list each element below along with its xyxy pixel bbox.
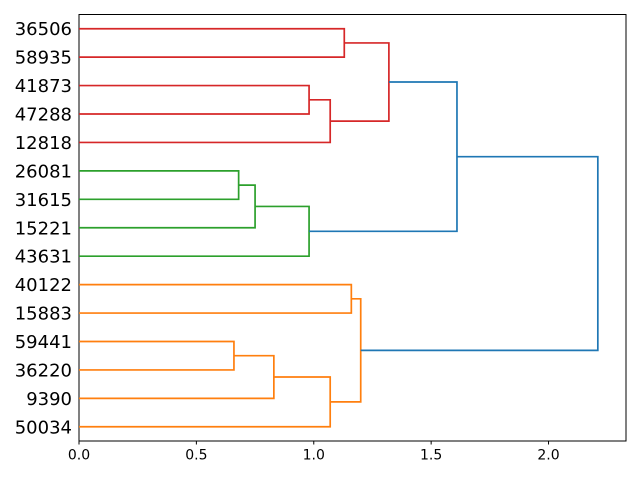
dendrogram-link [79, 205, 310, 258]
dendrogram-link [79, 340, 235, 371]
leaf-label: 41873 [15, 76, 72, 97]
leaf-label: 31615 [15, 190, 72, 211]
leaf-label: 59441 [15, 332, 72, 353]
x-tick-label: 0.0 [68, 448, 90, 464]
dendrogram-link [79, 283, 353, 314]
x-tick-label: 0.5 [185, 448, 207, 464]
dendrogram-link [79, 98, 332, 144]
leaf-label: 36506 [15, 19, 72, 40]
dendrogram-link [79, 170, 240, 201]
leaf-label: 47288 [15, 105, 72, 126]
dendrogram-link [79, 376, 332, 428]
leaf-label: 58935 [15, 48, 72, 69]
dendrogram-link [79, 27, 346, 58]
dendrogram-link [79, 354, 275, 400]
leaf-label: 40122 [15, 275, 72, 296]
leaf-label: 50034 [15, 417, 72, 438]
leaf-label: 15221 [15, 218, 72, 239]
leaf-label: 26081 [15, 161, 72, 182]
leaf-label: 12818 [15, 133, 72, 154]
dendrogram-link [309, 81, 458, 233]
dendrogram-link [360, 155, 599, 352]
leaf-label: 9390 [26, 389, 72, 410]
x-tick-label: 1.0 [303, 448, 325, 464]
x-tick-label: 1.5 [420, 448, 442, 464]
dendrogram-link [79, 184, 256, 229]
dendrogram-link [79, 84, 310, 115]
dendrogram-link [330, 297, 362, 403]
x-tick-label: 2.0 [537, 448, 559, 464]
leaf-label: 36220 [15, 360, 72, 381]
leaf-label: 15883 [15, 304, 72, 325]
dendrogram-link [330, 42, 390, 122]
leaf-label: 43631 [15, 247, 72, 268]
